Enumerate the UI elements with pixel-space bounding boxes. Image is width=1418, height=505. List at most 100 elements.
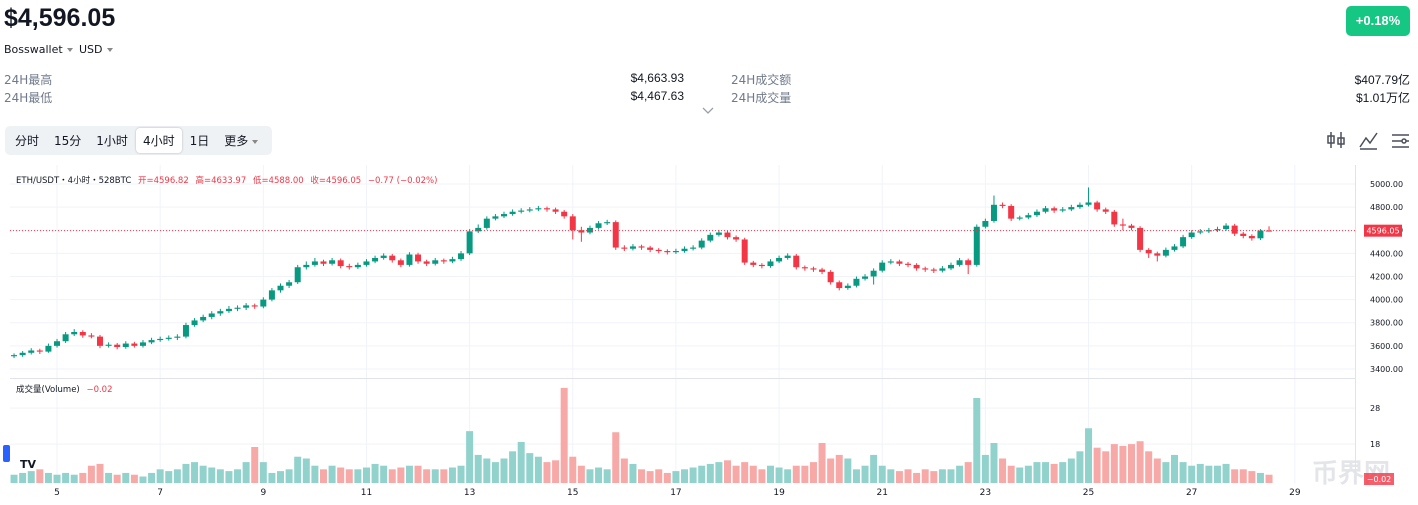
chart-type-icon[interactable]	[1327, 132, 1345, 148]
change-badge[interactable]: +0.18%	[1346, 6, 1410, 36]
x-tick-label: 21	[876, 488, 887, 498]
candle-body	[200, 316, 207, 321]
y-tick-label: 3600.00	[1370, 342, 1403, 351]
interval-tab[interactable]: 1小时	[96, 134, 128, 148]
candle-body	[715, 232, 722, 235]
candle-body	[922, 268, 929, 270]
candle-body	[208, 313, 215, 317]
volume-bar	[36, 469, 44, 483]
candle-body	[294, 267, 301, 283]
volume-bar	[1024, 465, 1032, 483]
volume-bar	[328, 465, 336, 483]
volume-label: −0.02	[1367, 475, 1392, 484]
volume-bar	[792, 465, 800, 483]
volume-last: −0.02	[86, 385, 112, 395]
candle-body	[1111, 211, 1118, 225]
candle-body	[887, 261, 894, 263]
candle-body	[664, 251, 671, 253]
indicator-icon[interactable]	[1359, 132, 1378, 150]
volume-bar	[388, 469, 396, 483]
volume-bar	[577, 465, 585, 483]
candle-body	[165, 337, 172, 339]
stat-label: 24H最低	[4, 91, 53, 105]
volume-bar	[663, 472, 671, 483]
volume-bar	[947, 469, 955, 483]
volume-bar	[345, 469, 353, 483]
candle-body	[819, 269, 826, 272]
candle-body	[148, 340, 155, 343]
volume-bar	[182, 463, 190, 483]
candle-body	[114, 344, 121, 348]
volume-bar	[148, 472, 156, 483]
x-tick-label: 11	[361, 488, 372, 498]
candle-body	[483, 218, 490, 228]
volume-bar	[646, 471, 654, 483]
candle-body	[681, 248, 688, 252]
candle-body	[1171, 246, 1178, 250]
volume-bar	[904, 469, 912, 483]
volume-bar	[1222, 463, 1230, 483]
x-tick-label: 13	[464, 488, 475, 498]
y-tick-label: 3800.00	[1370, 319, 1403, 328]
candle-body	[157, 338, 164, 341]
candle-body	[784, 255, 791, 258]
volume-bar	[302, 458, 310, 483]
side-toggle[interactable]	[3, 445, 10, 462]
volume-bar	[10, 474, 18, 483]
interval-tab[interactable]: 更多	[217, 128, 265, 153]
volume-bar	[517, 441, 525, 483]
volume-bar	[732, 465, 740, 483]
stat-value: $4,467.63	[630, 89, 684, 103]
currency-select[interactable]: USD	[79, 43, 113, 56]
volume-bar	[878, 465, 886, 483]
candle-body	[698, 240, 705, 248]
volume-bar	[852, 469, 860, 483]
candle-body	[62, 334, 69, 342]
candle-body	[329, 260, 336, 264]
volume-bar	[70, 474, 78, 483]
volume-bar	[844, 458, 852, 483]
volume-bar	[552, 460, 560, 483]
candle-body	[750, 262, 757, 265]
x-tick-label: 9	[260, 488, 266, 498]
candle-body	[1033, 211, 1040, 216]
candle-body	[655, 249, 662, 252]
volume-bar	[1162, 462, 1170, 483]
volume-bar	[1239, 469, 1247, 483]
candle-body	[79, 331, 86, 336]
source-select[interactable]: Bosswallet	[4, 43, 73, 56]
settings-icon[interactable]	[1392, 134, 1409, 148]
interval-tab[interactable]: 4小时	[135, 128, 182, 153]
volume-bar	[234, 469, 242, 483]
candle-body	[543, 208, 550, 210]
volume-bar	[1033, 462, 1041, 483]
volume-bar	[483, 458, 491, 483]
volume-bar	[801, 465, 809, 483]
volume-bar	[105, 472, 113, 483]
volume-bar	[741, 462, 749, 483]
volume-bar	[242, 462, 250, 483]
interval-tab[interactable]: 15分	[54, 134, 82, 148]
volume-bar	[1059, 462, 1067, 483]
volume-bar	[431, 469, 439, 483]
volume-bar	[766, 465, 774, 483]
volume-bar	[457, 465, 465, 483]
volume-bar	[543, 462, 551, 483]
interval-tabs: 分时 15分 1小时 4小时 1日 更多	[5, 126, 272, 155]
volume-bar	[1213, 465, 1221, 483]
legend-close: 收=4596.05	[310, 175, 361, 186]
volume-bar	[466, 431, 474, 483]
volume-bar	[1007, 465, 1015, 483]
candle-body	[234, 307, 241, 309]
interval-tab[interactable]: 1日	[189, 134, 210, 148]
price-label: 4596.05	[1366, 227, 1399, 236]
volume-bar	[87, 465, 95, 483]
candle-body	[1119, 224, 1126, 226]
volume-bar	[681, 469, 689, 483]
candle-body	[518, 210, 525, 212]
expand-arrow[interactable]	[701, 106, 715, 116]
candle-body	[191, 320, 198, 326]
candle-body	[724, 232, 731, 238]
candle-body	[501, 214, 508, 217]
interval-tab[interactable]: 分时	[15, 134, 40, 148]
